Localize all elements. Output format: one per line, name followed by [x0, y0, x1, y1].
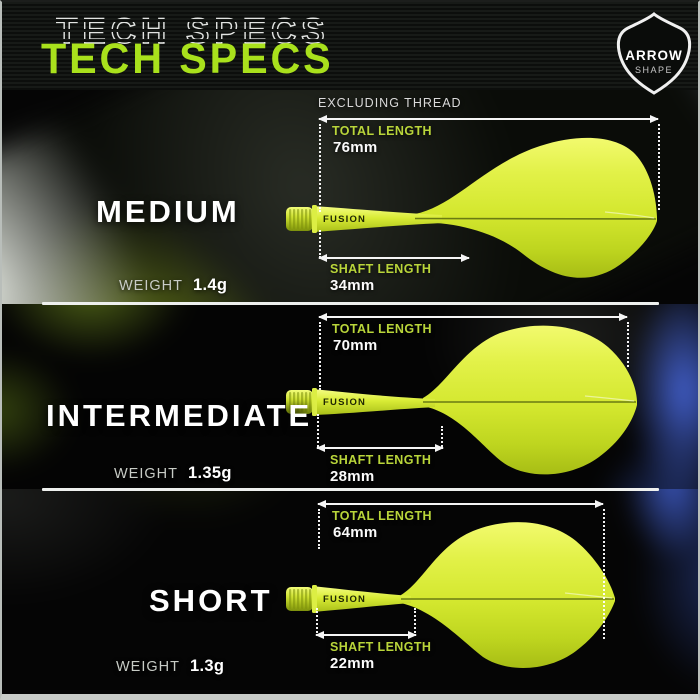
section-name-short: SHORT [149, 583, 273, 618]
shaft-length-arrow [318, 254, 470, 262]
weight-label: WEIGHT [114, 466, 178, 482]
dart-flight [423, 325, 637, 475]
dotted-guide-left [319, 322, 321, 390]
header: TECH SPECS TECH SPECS ARROW SHAPE [2, 2, 698, 95]
dart-collar [312, 205, 317, 233]
dotted-guide-shaft-right [414, 608, 416, 636]
dart-flight [415, 137, 657, 278]
badge-line1: ARROW [625, 48, 683, 63]
arrowhead-right [650, 115, 659, 123]
arrowhead-right [435, 444, 444, 452]
arrowhead-left [318, 313, 327, 321]
weight-label: WEIGHT [116, 659, 180, 675]
shield-icon [616, 12, 692, 95]
thread-ridges [289, 209, 312, 229]
dart-medium: FUSION [286, 137, 657, 278]
dotted-guide-left [319, 124, 321, 212]
flight-seam [414, 217, 657, 220]
fusion-logo: FUSION [323, 397, 366, 408]
section-divider [42, 302, 659, 305]
arrowhead-left [316, 444, 325, 452]
weight-value: 1.3g [190, 657, 225, 675]
dotted-guide-shaft [319, 230, 321, 258]
weight-label: WEIGHT [119, 278, 183, 294]
weight-value: 1.35g [188, 464, 232, 482]
dart-short: FUSION [286, 522, 615, 668]
arrowhead-left [318, 254, 327, 262]
fusion-logo: FUSION [323, 594, 366, 605]
arrowhead-right [408, 631, 417, 639]
arrowhead-right [461, 254, 470, 262]
weight-row: WEIGHT 1.3g [116, 657, 224, 676]
arrowhead-left [315, 631, 324, 639]
total-length-label: TOTAL LENGTH [332, 509, 432, 523]
dart-collar [312, 388, 317, 416]
badge-line2: SHAPE [635, 65, 673, 75]
arrowhead-right [619, 313, 628, 321]
weight-row: WEIGHT 1.35g [114, 464, 232, 483]
arrowhead-right [595, 500, 604, 508]
dotted-guide-right [627, 322, 629, 367]
shape-badge: ARROW SHAPE [616, 12, 692, 95]
shaft-length-value: 34mm [330, 277, 375, 294]
dotted-guide-left [318, 509, 320, 549]
dart-shaft [312, 206, 442, 232]
excluding-thread-note: EXCLUDING THREAD [318, 96, 462, 110]
shaft-length-value: 28mm [330, 468, 375, 485]
total-length-label: TOTAL LENGTH [332, 124, 432, 138]
thread-ridges [289, 392, 312, 412]
dotted-guide-shaft-left [317, 414, 319, 447]
total-length-label: TOTAL LENGTH [332, 322, 432, 336]
dart-intermediate: FUSION [286, 325, 637, 475]
thread-ridges [289, 589, 312, 609]
shaft-length-value: 22mm [330, 655, 375, 672]
total-length-value: 64mm [333, 524, 378, 541]
arrowhead-left [318, 115, 327, 123]
weight-value: 1.4g [193, 276, 228, 294]
dart-collar [312, 585, 317, 613]
shaft-length-arrow [316, 444, 444, 452]
total-length-arrow [317, 500, 604, 508]
dotted-guide-right [658, 124, 660, 210]
total-length-arrow [318, 115, 659, 123]
flight-glint [584, 395, 635, 402]
arrowhead-left [317, 500, 326, 508]
section-name-intermediate: INTERMEDIATE [46, 398, 313, 433]
dart-shaft [312, 389, 435, 415]
page-title-outline: TECH SPECS [55, 11, 330, 51]
flight-glint [604, 211, 655, 219]
shaft-length-arrow [315, 631, 417, 639]
dotted-guide-shaft-right [441, 426, 443, 447]
section-name-medium: MEDIUM [96, 194, 240, 229]
total-length-arrow [318, 313, 628, 321]
dotted-guide-right [603, 509, 605, 639]
dotted-guide-shaft-left [316, 608, 318, 636]
page-title: TECH SPECS [41, 35, 334, 83]
dart-shaft [312, 586, 411, 612]
dart-flight [401, 522, 615, 668]
total-length-value: 76mm [333, 139, 378, 156]
shaft-length-label: SHAFT LENGTH [330, 262, 432, 276]
shaft-length-label: SHAFT LENGTH [330, 453, 432, 467]
weight-row: WEIGHT 1.4g [119, 276, 227, 295]
fusion-logo: FUSION [323, 214, 366, 225]
flight-glint [564, 592, 613, 599]
shaft-length-label: SHAFT LENGTH [330, 640, 432, 654]
total-length-value: 70mm [333, 337, 378, 354]
section-divider [42, 488, 659, 491]
